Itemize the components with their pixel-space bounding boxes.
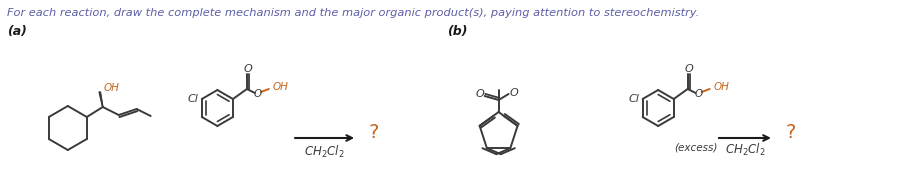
Text: OH: OH xyxy=(273,82,289,92)
Text: OH: OH xyxy=(714,82,729,92)
Text: O: O xyxy=(243,64,252,74)
Text: O: O xyxy=(509,88,518,98)
Text: $CH_2Cl_2$: $CH_2Cl_2$ xyxy=(304,144,344,160)
Text: (a): (a) xyxy=(7,25,27,38)
Text: OH: OH xyxy=(104,83,119,93)
Text: ?: ? xyxy=(369,123,379,142)
Text: For each reaction, draw the complete mechanism and the major organic product(s),: For each reaction, draw the complete mec… xyxy=(7,8,700,18)
Text: ?: ? xyxy=(786,123,796,142)
Text: O: O xyxy=(475,89,484,99)
Text: O: O xyxy=(684,64,693,74)
Text: Cl: Cl xyxy=(188,94,199,104)
Text: Cl: Cl xyxy=(629,94,640,104)
Text: (excess): (excess) xyxy=(675,143,718,153)
Text: $CH_2Cl_2$: $CH_2Cl_2$ xyxy=(725,142,765,158)
Text: O: O xyxy=(254,89,262,99)
Text: O: O xyxy=(694,89,702,99)
Text: (b): (b) xyxy=(447,25,467,38)
